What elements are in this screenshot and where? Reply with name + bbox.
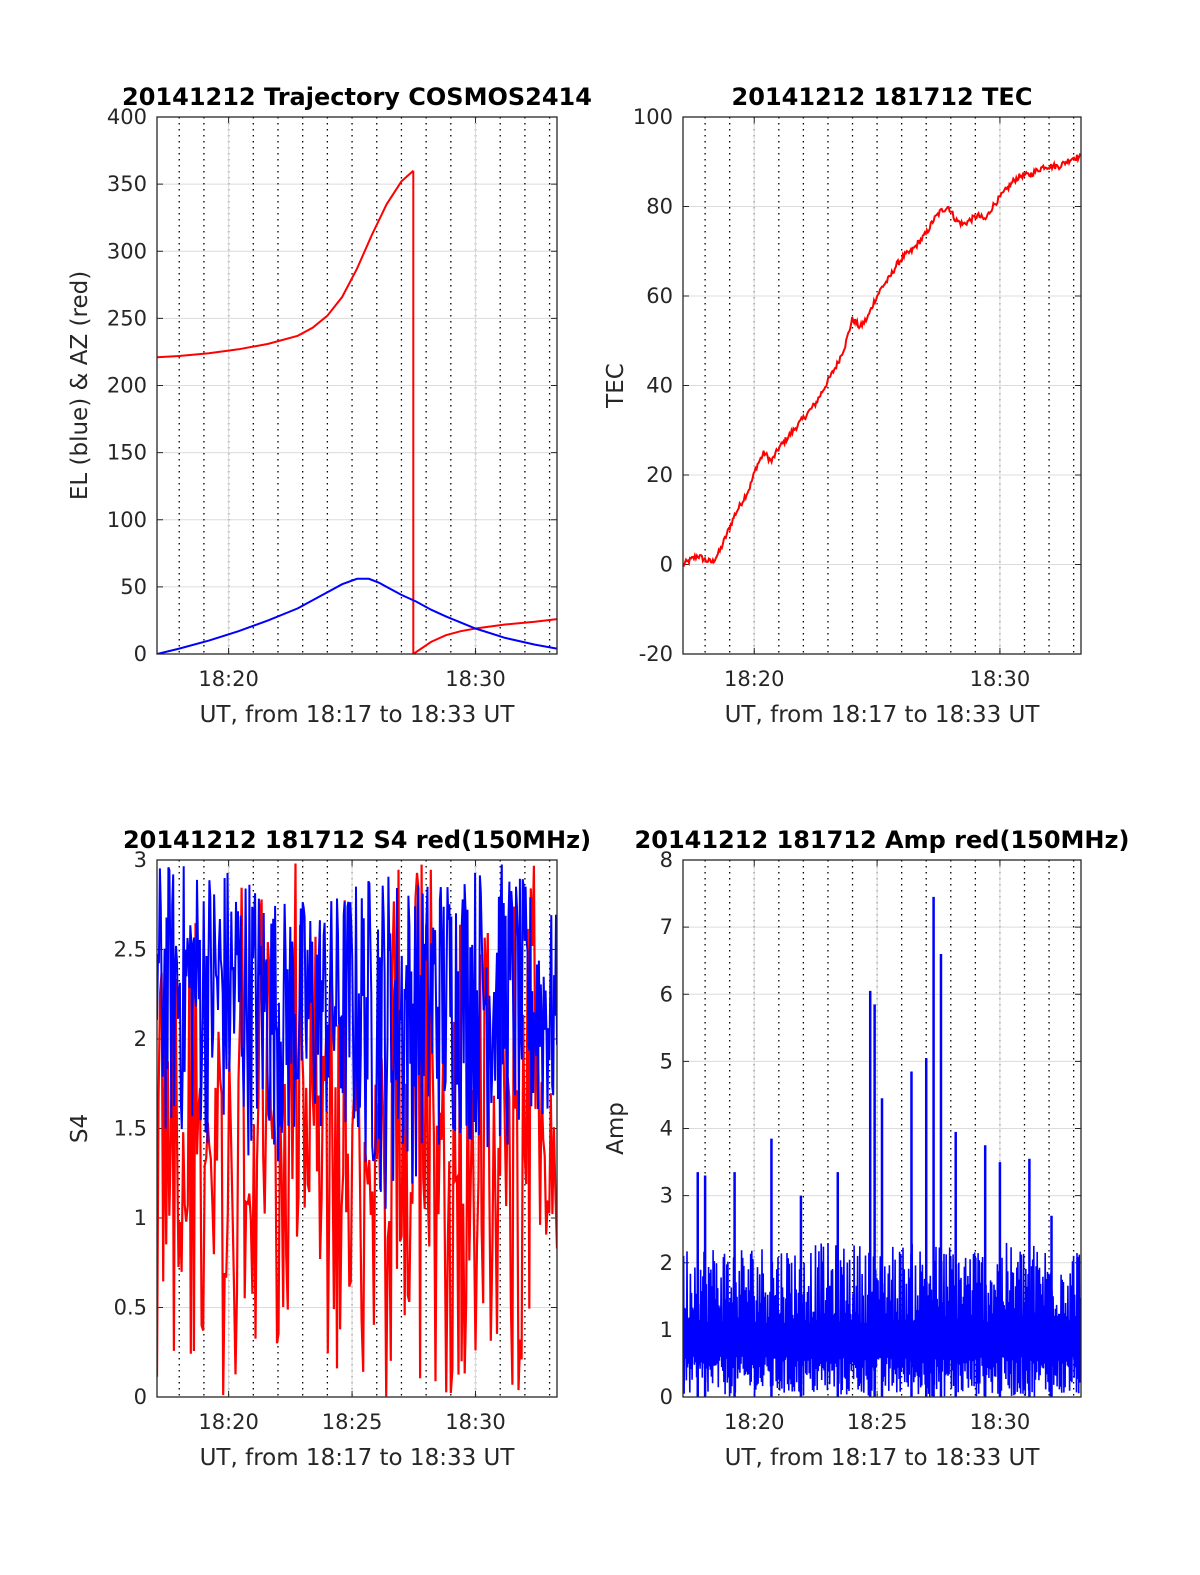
chart-title: 20141212 Trajectory COSMOS2414: [122, 83, 592, 111]
series-0-line: [412, 618, 557, 654]
x-tick-label: 18:20: [724, 1410, 785, 1434]
y-tick-label: 100: [633, 105, 673, 129]
y-axis-label: EL (blue) & AZ (red): [67, 271, 93, 500]
axes-box: [682, 859, 1082, 1398]
data-layer: [157, 863, 557, 1397]
y-tick-label: 150: [107, 441, 147, 465]
y-axis-label: S4: [67, 1114, 93, 1143]
series-1-line: [157, 577, 557, 654]
y-tick-label: 60: [646, 284, 673, 308]
y-tick-label: 6: [660, 982, 673, 1006]
y-tick-label: 1: [660, 1318, 673, 1342]
y-tick-label: 250: [107, 306, 147, 330]
y-tick-label: 0: [134, 1385, 147, 1409]
y-tick-label: 400: [107, 105, 147, 129]
x-tick-label: 18:20: [198, 1410, 259, 1434]
y-tick-label: 350: [107, 172, 147, 196]
data-layer: [157, 169, 557, 654]
series-0-line: [683, 152, 1081, 568]
y-tick-label: 4: [660, 1117, 673, 1141]
y-tick-label: 200: [107, 374, 147, 398]
y-tick-label: 100: [107, 508, 147, 532]
y-tick-label: 300: [107, 239, 147, 263]
x-tick-label: 18:25: [847, 1410, 908, 1434]
x-tick-label: 18:20: [198, 667, 259, 691]
y-axis-label: Amp: [603, 1102, 629, 1155]
x-tick-label: 18:25: [322, 1410, 383, 1434]
y-tick-label: 2: [660, 1251, 673, 1275]
y-tick-label: 1: [134, 1206, 147, 1230]
x-tick-label: 18:20: [724, 667, 785, 691]
x-tick-label: 18:30: [445, 1410, 506, 1434]
y-tick-label: 7: [660, 915, 673, 939]
y-tick-label: 0: [660, 553, 673, 577]
panel-trajectory: 0 50 100 150 200 250 300 350 400 18:20 18:30 201412…: [67, 83, 592, 728]
axes-box: [156, 116, 558, 655]
panel-s4: 0 0.5 1 1.5 2 2.5 3 18:20 18:25 18:30 20141212 181…: [67, 826, 591, 1471]
data-layer: [683, 896, 1081, 1397]
data-layer: [683, 152, 1081, 568]
chart-title: 20141212 181712 Amp red(150MHz): [635, 826, 1130, 854]
series-0-line: [157, 169, 414, 359]
y-tick-label: 2: [134, 1027, 147, 1051]
y-tick-label: 0: [134, 642, 147, 666]
y-axis-label: TEC: [603, 363, 629, 409]
x-axis-label: UT, from 18:17 to 18:33 UT: [725, 702, 1041, 728]
axes-box: [156, 859, 558, 1398]
y-tick-label: -20: [639, 642, 673, 666]
y-tick-label: 5: [660, 1049, 673, 1073]
x-tick-label: 18:30: [970, 1410, 1031, 1434]
x-tick-label: 18:30: [445, 667, 506, 691]
x-tick-label: 18:30: [970, 667, 1031, 691]
x-axis-label: UT, from 18:17 to 18:33 UT: [725, 1445, 1041, 1471]
chart-title: 20141212 181712 TEC: [732, 83, 1033, 111]
y-tick-label: 3: [134, 848, 147, 872]
y-tick-label: 2.5: [114, 938, 147, 962]
series-1-trace: [157, 864, 557, 1209]
y-tick-label: 0: [660, 1385, 673, 1409]
y-tick-label: 3: [660, 1184, 673, 1208]
y-tick-label: 50: [120, 575, 147, 599]
x-axis-label: UT, from 18:17 to 18:33 UT: [200, 702, 516, 728]
axes-box: [682, 116, 1082, 655]
chart-title: 20141212 181712 S4 red(150MHz): [123, 826, 591, 854]
y-tick-label: 40: [646, 374, 673, 398]
y-tick-label: 1.5: [114, 1117, 147, 1141]
panel-tec: -20 0 20 40 60 80 100 18:20 18:30 20141212 181712…: [603, 83, 1082, 728]
panel-amp: 0 1 2 3 4 5 6 7 8 18:20 18:25 18:30 20141212 181712 …: [603, 826, 1129, 1471]
x-axis-label: UT, from 18:17 to 18:33 UT: [200, 1445, 516, 1471]
y-tick-label: 8: [660, 848, 673, 872]
y-tick-label: 20: [646, 463, 673, 487]
y-tick-label: 80: [646, 195, 673, 219]
y-tick-label: 0.5: [114, 1296, 147, 1320]
